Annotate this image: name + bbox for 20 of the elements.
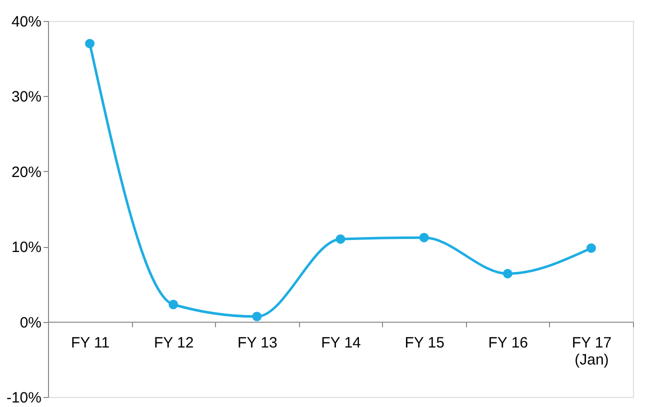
y-tick-label: -10% xyxy=(6,390,42,406)
point xyxy=(586,243,596,253)
y-tick-label: 20% xyxy=(11,164,42,181)
point xyxy=(252,312,262,322)
y-tick-label: 0% xyxy=(20,314,42,332)
y-tick-label: 30% xyxy=(11,88,42,106)
x-tick-label: FY 13 xyxy=(238,334,278,352)
point xyxy=(168,300,178,310)
point xyxy=(419,232,429,242)
point xyxy=(85,38,95,48)
x-tick-label: FY 16 xyxy=(488,334,528,352)
x-tick-label: FY 15 xyxy=(404,334,444,352)
point xyxy=(502,268,512,278)
x-tick-label: FY 11 xyxy=(70,334,110,352)
x-tick-label: FY 17 (Jan) xyxy=(572,334,612,368)
y-tick-label: 10% xyxy=(11,239,42,256)
y-tick-label: 40% xyxy=(11,14,42,30)
x-tick-label: FY 12 xyxy=(154,334,194,352)
x-tick-label: FY 14 xyxy=(321,334,361,352)
point xyxy=(336,234,346,244)
